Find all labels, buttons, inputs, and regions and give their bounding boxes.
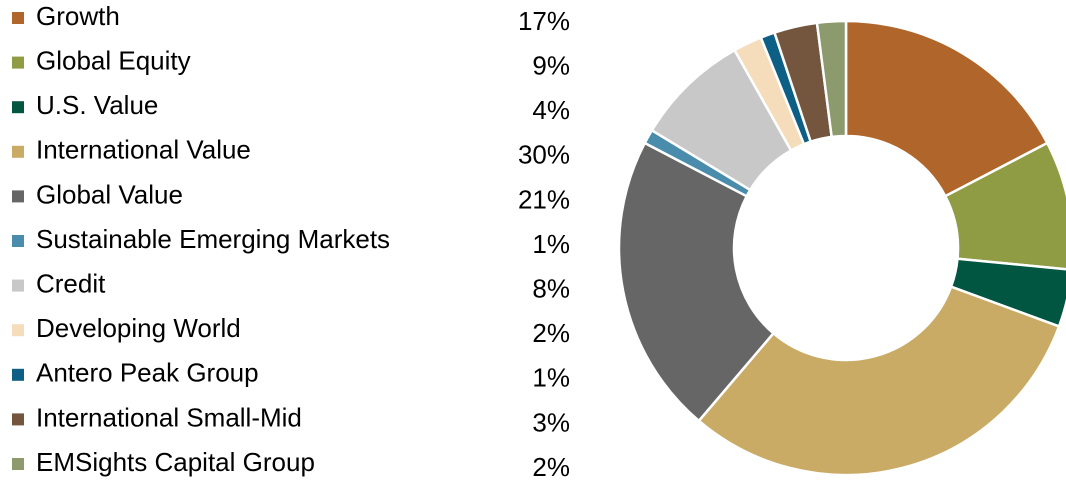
value-label: 8% <box>532 273 570 303</box>
legend-swatch <box>12 368 24 381</box>
legend-label: Antero Peak Group <box>36 358 259 388</box>
value-label: 30% <box>518 140 570 170</box>
legend-swatch <box>12 235 24 247</box>
legend-label: Growth <box>36 1 120 31</box>
legend-swatch <box>12 101 24 114</box>
value-label: 9% <box>532 50 570 80</box>
legend-label: EMSights Capital Group <box>36 447 315 477</box>
legend-swatch <box>12 12 24 24</box>
value-label: 2% <box>532 318 570 348</box>
legend-label: Developing World <box>36 313 241 343</box>
donut-segment <box>697 285 1061 477</box>
value-label: 4% <box>532 95 570 125</box>
legend-label: Credit <box>36 268 106 298</box>
donut-segment <box>943 141 1066 271</box>
legend-label: Global Value <box>36 179 183 209</box>
value-label: 1% <box>532 363 570 393</box>
legend-swatch <box>12 324 24 337</box>
value-label: 21% <box>518 184 570 214</box>
value-label: 17% <box>518 6 570 36</box>
legend-swatch <box>12 190 24 203</box>
value-label: 1% <box>532 229 570 259</box>
legend-label: International Value <box>36 135 251 165</box>
donut-segment <box>844 19 1049 198</box>
legend-label: International Small-Mid <box>36 402 302 432</box>
legend-swatch <box>12 145 24 158</box>
legend-swatch <box>12 56 24 69</box>
donut-segment <box>815 19 848 139</box>
legend-label: U.S. Value <box>36 90 158 120</box>
value-label: 3% <box>532 407 570 437</box>
legend-label: Global Equity <box>36 45 191 75</box>
legend-swatch <box>12 413 24 426</box>
value-label: 2% <box>532 452 570 482</box>
legend-swatch <box>12 279 24 292</box>
legend-swatch <box>12 458 24 470</box>
legend-label: Sustainable Emerging Markets <box>36 224 390 254</box>
donut-segment <box>617 141 776 423</box>
